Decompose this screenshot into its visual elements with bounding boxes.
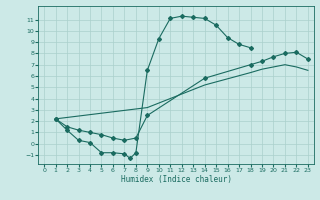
X-axis label: Humidex (Indice chaleur): Humidex (Indice chaleur) [121, 175, 231, 184]
